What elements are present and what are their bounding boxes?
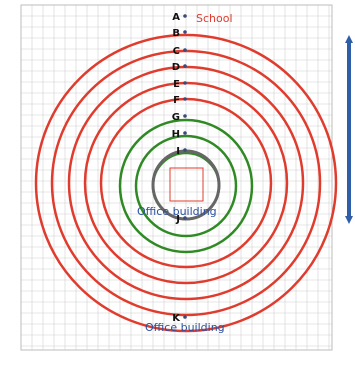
point-h xyxy=(183,131,187,135)
point-k xyxy=(183,315,187,319)
point-a xyxy=(183,14,187,18)
point-f xyxy=(183,97,187,101)
point-j xyxy=(183,216,187,220)
point-i xyxy=(183,148,187,152)
point-label-h: H xyxy=(172,129,180,140)
point-b xyxy=(183,30,187,34)
point-g xyxy=(183,114,187,118)
point-label-i: I xyxy=(176,146,180,157)
point-e xyxy=(183,81,187,85)
point-label-k: K xyxy=(172,313,181,324)
point-label-g: G xyxy=(172,112,180,123)
ring xyxy=(134,134,238,238)
school-label: School xyxy=(196,12,233,25)
ring xyxy=(34,33,338,333)
office-building-bottom-label: Office building xyxy=(145,321,225,334)
point-label-e: E xyxy=(173,79,180,90)
point-label-c: C xyxy=(173,46,180,57)
ring xyxy=(118,118,254,254)
scale-arrow xyxy=(345,35,353,224)
point-d xyxy=(183,64,187,68)
point-label-d: D xyxy=(172,62,180,73)
point-c xyxy=(183,48,187,52)
office-building-center-label: Office building xyxy=(137,205,217,218)
center-square xyxy=(169,167,204,202)
point-label-a: A xyxy=(172,12,180,23)
grid-border xyxy=(20,4,333,351)
point-label-j: J xyxy=(175,214,180,225)
point-label-b: B xyxy=(172,28,180,39)
point-label-f: F xyxy=(173,95,180,106)
